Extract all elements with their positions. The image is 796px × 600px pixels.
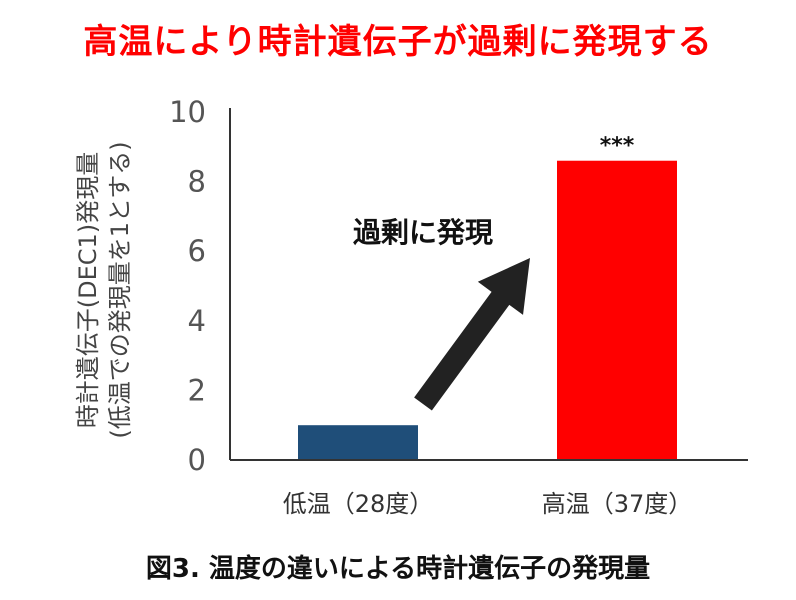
y-tick-label: 4 — [188, 304, 206, 338]
significance-marker: *** — [600, 134, 635, 159]
chart-title: 高温により時計遺伝子が過剰に発現する — [83, 22, 713, 62]
bars — [298, 160, 677, 460]
y-tick-label: 8 — [188, 165, 206, 199]
y-tick-label: 2 — [188, 373, 206, 407]
bar — [557, 160, 677, 460]
x-category-label: 高温（37度） — [542, 490, 693, 518]
y-axis-label-line2: (低温での発現量を1とする) — [106, 141, 134, 438]
x-axis-labels: 低温（28度） 高温（37度） — [283, 490, 693, 518]
y-tick-label: 6 — [188, 234, 206, 268]
arrow-annotation: 過剰に発現 — [353, 216, 493, 249]
y-axis-label-line1: 時計遺伝子(DEC1)発現量 — [74, 152, 102, 428]
x-category-label: 低温（28度） — [283, 490, 434, 518]
y-axis-label: 時計遺伝子(DEC1)発現量 (低温での発現量を1とする) — [74, 141, 134, 438]
y-axis-ticks: 0 2 4 6 8 10 — [169, 95, 206, 477]
bar — [298, 425, 418, 460]
figure-caption: 図3. 温度の違いによる時計遺伝子の発現量 — [145, 554, 651, 584]
y-tick-label: 10 — [169, 95, 206, 129]
up-arrow-icon — [414, 258, 530, 411]
y-tick-label: 0 — [188, 443, 206, 477]
